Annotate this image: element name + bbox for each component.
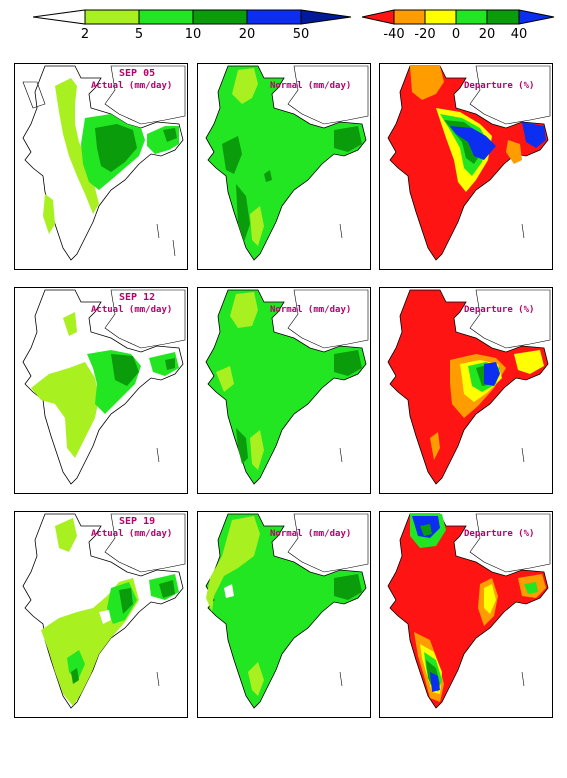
panel-date: SEP 19 [119, 516, 156, 527]
colorbar-tick: 0 [451, 27, 461, 42]
actual-normal-colorbar: 2 5 10 20 50 [33, 8, 353, 42]
colorbar-tick: 20 [478, 27, 496, 42]
colorbar-tick: 5 [134, 27, 144, 42]
normal-map-panel-row1: Normal (mm/day) [197, 63, 371, 270]
map-actual-row3 [22, 513, 186, 709]
map-normal-row3 [205, 513, 369, 709]
actual-map-panel-row2: SEP 12 Actual (mm/day) [14, 287, 188, 494]
departure-map-panel-row2: Departure (%) [379, 287, 553, 494]
departure-map-panel-row3: Departure (%) [379, 511, 553, 718]
panel-title: Normal (mm/day) [270, 81, 352, 91]
panel-title: Departure (%) [464, 305, 535, 315]
colorbar-tick: 20 [238, 27, 256, 42]
panel-title: Actual (mm/day) [91, 305, 173, 315]
map-actual-row2 [22, 289, 186, 485]
panel-title: Departure (%) [464, 529, 535, 539]
colorbar-tick: 50 [292, 27, 310, 42]
actual-map-panel-row1: SEP 05 Actual (mm/day) [14, 63, 188, 270]
panel-date: SEP 12 [119, 292, 156, 303]
map-normal-row1 [205, 65, 369, 261]
actual-map-panel-row3: SEP 19 Actual (mm/day) [14, 511, 188, 718]
colorbar-tick: -20 [414, 27, 436, 42]
departure-colorbar: -40 -20 0 20 40 [362, 8, 556, 42]
departure-map-panel-row1: Departure (%) [379, 63, 553, 270]
colorbar-tick: 2 [80, 27, 90, 42]
normal-map-panel-row3: Normal (mm/day) [197, 511, 371, 718]
panel-title: Normal (mm/day) [270, 529, 352, 539]
colorbar-tick: 40 [510, 27, 528, 42]
map-departure-row2 [387, 289, 551, 485]
colorbar-tick: 10 [184, 27, 202, 42]
panel-title: Actual (mm/day) [91, 529, 173, 539]
panel-title: Actual (mm/day) [91, 81, 173, 91]
map-departure-row3 [387, 513, 551, 709]
map-normal-row2 [205, 289, 369, 485]
map-departure-row1 [387, 65, 551, 261]
panel-title: Normal (mm/day) [270, 305, 352, 315]
colorbar-tick: -40 [383, 27, 405, 42]
normal-map-panel-row2: Normal (mm/day) [197, 287, 371, 494]
map-actual-row1 [22, 65, 186, 261]
panel-date: SEP 05 [119, 68, 156, 79]
panel-title: Departure (%) [464, 81, 535, 91]
